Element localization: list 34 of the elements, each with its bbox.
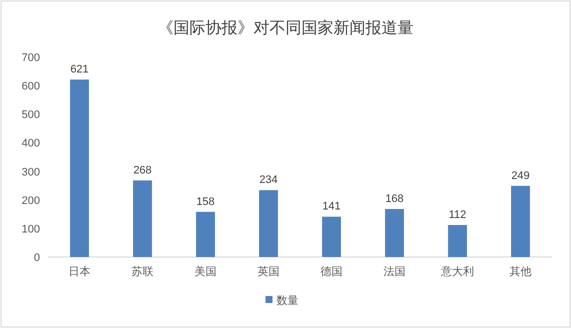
chart-title: 《国际协报》对不同国家新闻报道量	[158, 19, 414, 37]
data-label: 141	[322, 200, 341, 213]
x-tick-label: 美国	[194, 265, 216, 278]
data-label: 249	[511, 170, 530, 182]
x-tick-label: 其他	[510, 265, 532, 278]
y-tick-label: 700	[22, 52, 40, 64]
y-tick-label: 200	[22, 194, 40, 207]
bar	[196, 212, 215, 257]
data-label: 112	[448, 209, 466, 221]
bar	[70, 80, 89, 257]
y-tick-label: 400	[22, 138, 40, 150]
bar	[511, 186, 530, 257]
x-tick-label: 意大利	[440, 265, 474, 278]
bar	[133, 180, 152, 257]
bar	[259, 190, 278, 257]
x-tick-label: 苏联	[132, 265, 154, 278]
legend-label: 数量	[276, 295, 298, 307]
bar	[448, 225, 467, 257]
x-tick-label: 德国	[320, 266, 342, 278]
bar	[322, 216, 341, 257]
data-label: 234	[259, 174, 278, 186]
y-tick-label: 500	[22, 109, 40, 122]
y-tick-label: 600	[22, 80, 40, 93]
data-label: 158	[196, 196, 215, 208]
data-label: 268	[133, 164, 152, 176]
y-tick-label: 0	[34, 252, 40, 264]
data-label: 621	[70, 64, 89, 76]
y-tick-label: 100	[22, 223, 40, 236]
x-tick-label: 法国	[384, 265, 406, 278]
y-tick-label: 300	[22, 166, 40, 178]
x-tick-label: 日本	[68, 265, 90, 278]
bar	[385, 209, 404, 257]
x-tick-label: 英国	[258, 265, 280, 278]
data-label: 168	[385, 193, 404, 205]
